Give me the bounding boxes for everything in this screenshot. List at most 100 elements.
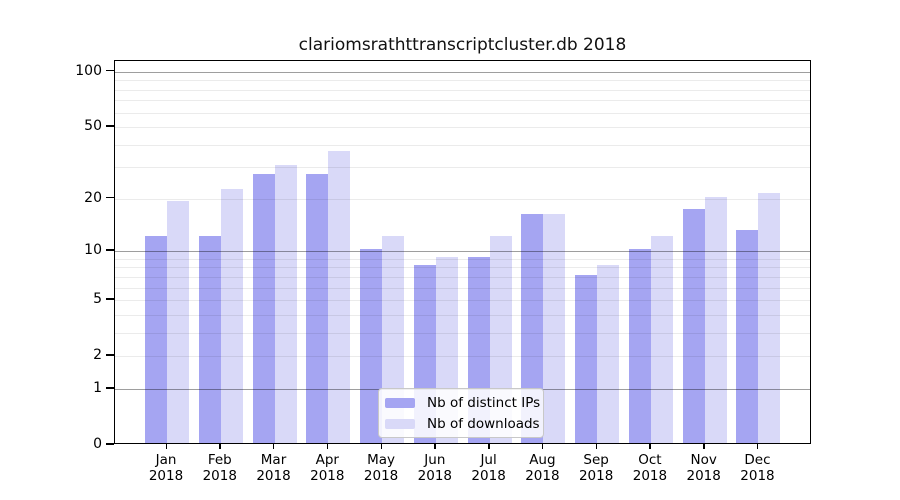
x-label-year: 2018 [148,468,184,484]
x-tick-label: Sep 2018 [564,452,628,484]
gridline-6 [115,287,810,289]
y-tick-label: 5 [93,291,102,308]
x-label-month: Apr [315,452,339,468]
legend-swatch-distinct-ips-icon [385,397,415,408]
x-label-year: 2018 [256,468,291,484]
gridline-50 [115,127,810,128]
gridline-90 [115,80,810,82]
x-tick-label: Mar 2018 [242,452,306,484]
x-tick [541,444,544,449]
y-tick [106,197,114,199]
x-label-year: 2018 [363,468,399,484]
x-tick-label: Dec 2018 [725,452,789,484]
gridline-2 [115,356,810,358]
x-label-year: 2018 [632,468,668,484]
x-label-month: Nov [690,452,717,468]
gridline-7 [115,276,810,278]
x-label-month: Jul [480,452,497,468]
y-tick-label: 2 [93,347,102,364]
legend: Nb of distinct IPs Nb of downloads [378,388,544,438]
legend-item: Nb of downloads [379,413,543,434]
x-label-month: Jun [424,452,446,468]
y-tick-label: 20 [84,189,102,206]
x-tick [273,444,275,449]
y-tick [106,70,114,72]
bar-aug-distinct-ips [521,213,544,443]
y-tick [106,443,114,445]
x-label-month: Jan [155,452,177,468]
x-tick-label: Apr 2018 [295,452,359,484]
x-tick [326,444,329,449]
gridline-100 [115,71,810,73]
gridline-8 [115,267,810,269]
bar-sep-downloads [597,265,620,443]
x-tick [649,444,651,449]
x-label-year: 2018 [578,468,614,484]
y-tick [106,249,114,251]
x-tick-label: Nov 2018 [672,452,736,484]
bar-jan-downloads [167,200,189,443]
x-tick [434,444,436,449]
bar-mar-downloads [274,165,297,443]
bar-nov-downloads [704,196,727,443]
gridline-4 [115,314,810,316]
x-tick-label: May 2018 [349,452,413,484]
x-label-year: 2018 [202,468,237,484]
bar-apr-distinct-ips [306,173,329,443]
y-tick [106,354,114,356]
x-label-month: Aug [529,452,556,468]
bar-may-distinct-ips [360,249,383,443]
x-tick [703,444,705,449]
legend-label-downloads: Nb of downloads [427,415,540,432]
x-label-month: Mar [260,452,287,468]
y-tick-label: 100 [75,62,102,79]
x-tick-label: Jan 2018 [134,452,198,484]
legend-swatch-downloads-icon [385,418,415,429]
bar-aug-downloads [543,213,566,443]
bar-jan-distinct-ips [145,235,167,443]
x-label-year: 2018 [740,468,775,484]
chart-title: clariomsrathttranscriptcluster.db 2018 [298,35,627,55]
bar-nov-distinct-ips [682,209,705,443]
x-tick [488,444,490,449]
x-label-year: 2018 [525,468,560,484]
y-tick-label: 1 [93,379,102,396]
gridline-3 [115,332,810,334]
x-tick [219,444,221,449]
x-tick-label: Aug 2018 [510,452,574,484]
y-tick-label: 50 [84,118,102,134]
gridline-30 [115,167,810,169]
y-tick [106,387,114,389]
bar-sep-distinct-ips [575,274,598,443]
x-label-year: 2018 [310,468,345,484]
x-tick-label: Jun 2018 [403,452,467,484]
x-label-month: Dec [744,452,771,468]
y-tick-label: 0 [93,436,102,452]
x-label-month: May [367,452,396,468]
y-tick-label: 10 [84,242,102,258]
x-label-month: Feb [207,452,232,468]
x-tick [756,444,759,449]
gridline-5 [115,300,810,302]
bar-feb-downloads [220,189,243,443]
gridline-10 [115,251,810,252]
bar-apr-downloads [328,150,351,443]
y-tick [106,125,114,127]
gridline-40 [115,144,810,146]
bar-oct-downloads [650,235,673,443]
bar-oct-distinct-ips [628,249,651,443]
legend-item: Nb of distinct IPs [379,392,543,413]
gridline-9 [115,258,810,260]
x-tick [380,444,382,449]
bar-dec-downloads [758,193,781,443]
x-label-month: Oct [638,452,662,468]
gridline-70 [115,100,810,102]
x-label-year: 2018 [471,468,506,484]
y-tick [106,298,114,300]
x-tick [165,444,167,449]
plot-area [114,60,811,444]
bar-mar-distinct-ips [252,173,275,443]
x-tick-label: Jul 2018 [457,452,521,484]
x-tick-label: Oct 2018 [618,452,682,484]
